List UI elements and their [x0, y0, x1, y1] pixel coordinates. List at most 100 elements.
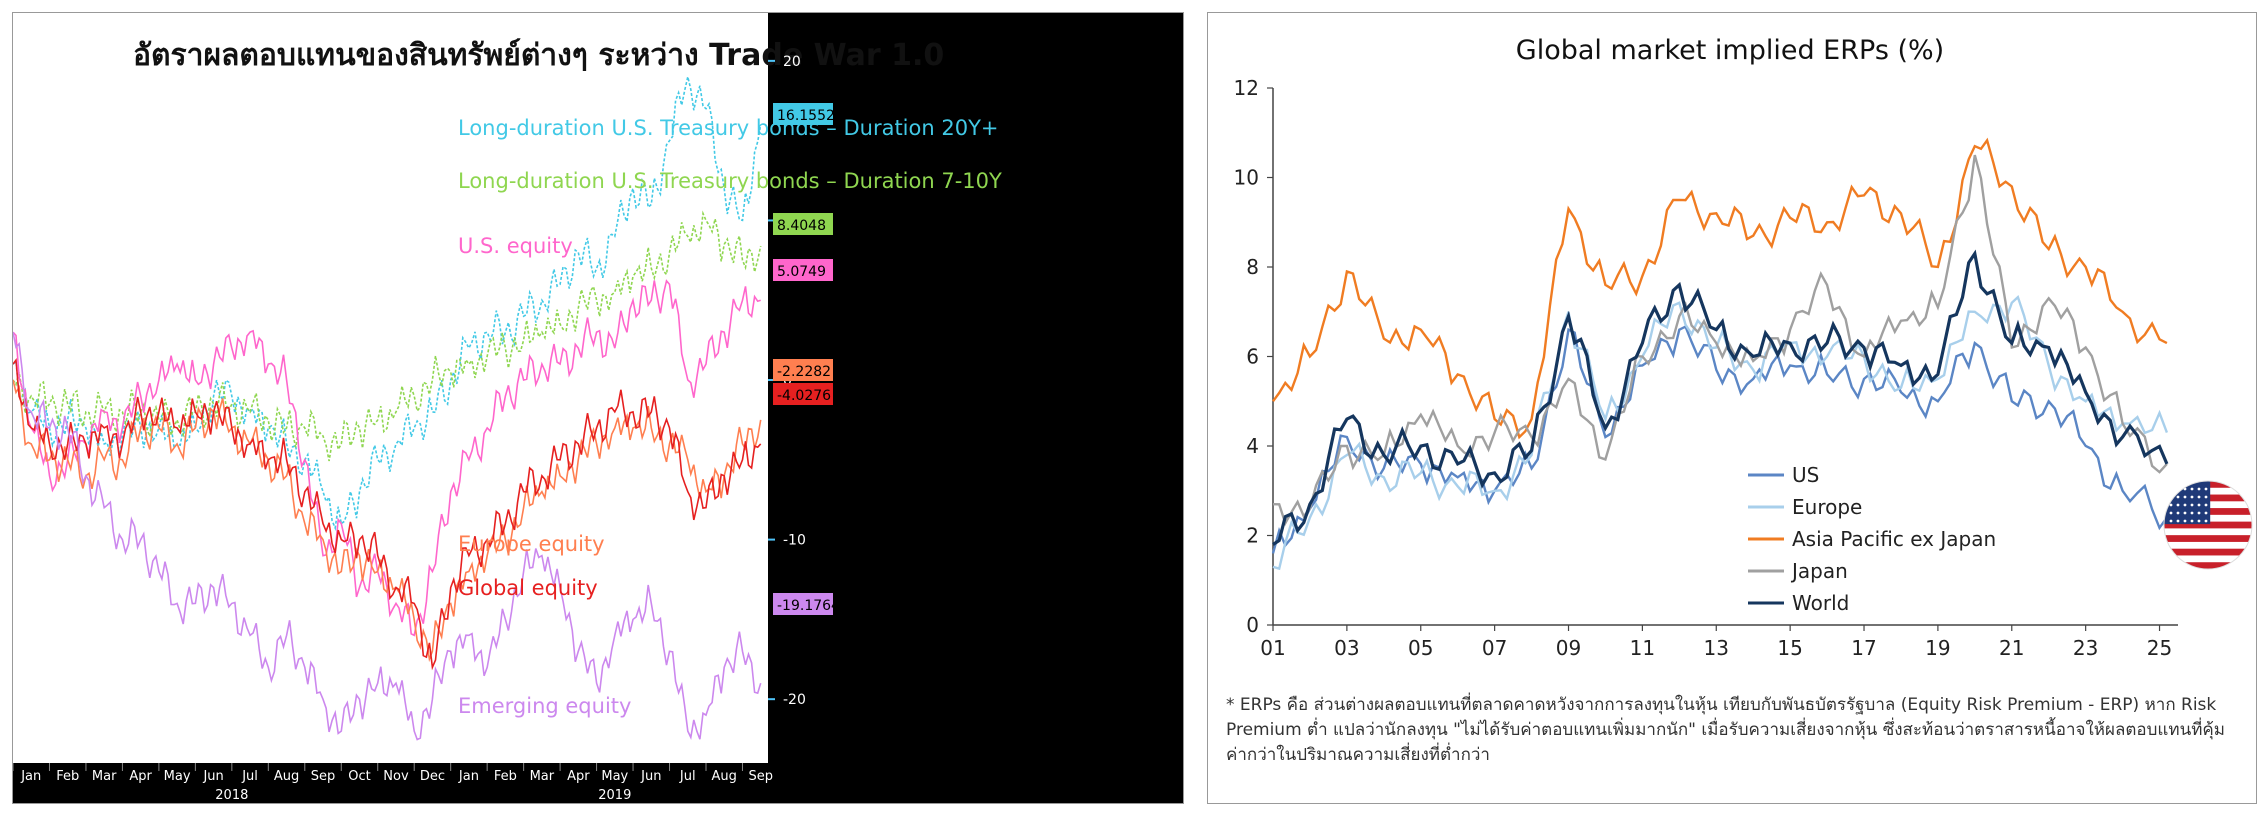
last-value-text-4: -4.0276	[777, 388, 831, 404]
series-label-5: Emerging equity	[458, 694, 631, 718]
series-label-1: Long-duration U.S. Treasury bonds – Dura…	[458, 169, 1002, 193]
x-tick-label-4: May	[164, 769, 191, 784]
series-label-4: Global equity	[458, 576, 598, 600]
x-tick-label-6: Jul	[241, 769, 258, 784]
flag-stripe-9	[2164, 541, 2252, 550]
flag-stripe-8	[2164, 535, 2252, 543]
flag-star	[2204, 503, 2208, 507]
last-value-badge-3: -2.2282	[773, 359, 833, 381]
x-tick-label-3: 07	[1482, 636, 1507, 660]
x-tick-label-8: Sep	[311, 769, 336, 784]
series-label-3: Europe equity	[458, 532, 605, 556]
y-tick-label-4: -20	[783, 692, 806, 708]
x-tick-label-5: Jun	[202, 769, 223, 784]
last-value-box-4	[773, 383, 833, 405]
flag-star	[2190, 519, 2194, 523]
flag-star	[2183, 519, 2187, 523]
y-tick-label-6: 12	[1234, 76, 1259, 100]
erp-chart: Global market implied ERPs (%) 0 2 4 6 8 10 12 0…	[1234, 35, 2253, 660]
flag-star	[2197, 519, 2201, 523]
chart-title: อัตราผลตอบแทนของสินทรัพย์ต่างๆ ระหว่าง T…	[133, 38, 944, 73]
x-tick-label-11: 23	[2073, 636, 2098, 660]
last-value-badge-1: 8.4048	[773, 213, 833, 235]
series-line-2	[13, 279, 761, 637]
flag-star	[2197, 511, 2201, 515]
x-tick-label-7: 15	[1777, 636, 1802, 660]
returns-chart: อัตราผลตอบแทนของสินทรัพย์ต่างๆ ระหว่าง T…	[13, 13, 1183, 803]
y-tick-label-1: 2	[1246, 524, 1259, 548]
flag-star	[2169, 519, 2173, 523]
flag-star	[2190, 503, 2194, 507]
last-value-text-2: 5.0749	[777, 264, 826, 280]
right-axis-strip	[768, 13, 1183, 803]
flag-star	[2176, 495, 2180, 499]
x-tick-label-0: Jan	[20, 769, 41, 784]
legend-label-4: World	[1792, 591, 1849, 615]
last-value-text-0: 16.1552	[777, 108, 835, 124]
flag-star	[2169, 487, 2173, 491]
flag-stripe-11	[2164, 555, 2252, 563]
x-tick-label-11: Dec	[420, 769, 445, 784]
x-tick-label-16: May	[601, 769, 628, 784]
x-tick-label-7: Aug	[274, 769, 299, 784]
flag-star	[2190, 487, 2194, 491]
footnote: * ERPs คือ ส่วนต่างผลตอบแทนที่ตลาดคาดหวั…	[1226, 695, 2225, 765]
flag-star	[2176, 511, 2180, 515]
chart-title: Global market implied ERPs (%)	[1516, 35, 1944, 66]
flag-star	[2204, 511, 2208, 515]
y-tick-label-3: -10	[783, 533, 806, 549]
x-tick-label-19: Aug	[712, 769, 737, 784]
x-tick-label-1: 03	[1334, 636, 1359, 660]
x-tick-label-9: 19	[1925, 636, 1950, 660]
flag-star	[2169, 511, 2173, 515]
legend-label-3: Japan	[1790, 559, 1848, 583]
y-tick-label-2: 0	[783, 373, 792, 389]
flag-body	[2164, 481, 2252, 569]
x-year-label-1: 2019	[598, 788, 631, 803]
series-label-2: U.S. equity	[458, 234, 573, 258]
series-line-3	[1272, 154, 2168, 527]
flag-stripe-10	[2164, 548, 2252, 556]
flag-star	[2197, 503, 2201, 507]
x-tick-label-10: 21	[1999, 636, 2024, 660]
bottom-axis-strip	[13, 763, 1183, 803]
last-value-badge-4: -4.0276	[773, 383, 833, 405]
y-tick-label-4: 8	[1246, 255, 1259, 279]
flag-star	[2204, 519, 2208, 523]
x-tick-label-12: 25	[2147, 636, 2172, 660]
series-line-4	[1272, 249, 2169, 546]
x-tick-label-0: 01	[1260, 636, 1285, 660]
last-value-badge-2: 5.0749	[773, 259, 833, 281]
last-value-badge-5: -19.1764	[773, 593, 840, 615]
x-tick-label-2: 05	[1408, 636, 1433, 660]
last-value-box-5	[773, 593, 833, 615]
x-year-label-0: 2018	[215, 788, 248, 803]
flag-star	[2190, 495, 2194, 499]
flag-star	[2183, 503, 2187, 507]
left-chart-panel: อัตราผลตอบแทนของสินทรัพย์ต่างๆ ระหว่าง T…	[12, 12, 1184, 804]
flag-star	[2183, 511, 2187, 515]
flag-rim	[2163, 480, 2253, 570]
flag-star	[2176, 503, 2180, 507]
flag-stripe-6	[2164, 521, 2252, 529]
flag-star	[2204, 495, 2208, 499]
last-value-box-1	[773, 213, 833, 235]
series-line-4	[13, 357, 762, 671]
flag-star	[2197, 495, 2201, 499]
y-tick-label-0: 0	[1246, 613, 1259, 637]
right-chart-panel: Global market implied ERPs (%) 0 2 4 6 8 10 12 0…	[1207, 12, 2257, 804]
x-tick-label-5: 11	[1630, 636, 1655, 660]
legend-label-0: US	[1792, 463, 1819, 487]
y-tick-label-3: 6	[1246, 345, 1259, 369]
legend-label-2: Asia Pacific ex Japan	[1792, 527, 1996, 551]
flag-star	[2197, 487, 2201, 491]
flag-star	[2204, 487, 2208, 491]
flag-star	[2169, 495, 2173, 499]
last-value-badge-0: 16.1552	[773, 103, 835, 125]
flag-canton	[2164, 481, 2211, 525]
y-tick-label-2: 4	[1246, 434, 1259, 458]
flag-star	[2169, 503, 2173, 507]
x-tick-label-4: 09	[1556, 636, 1581, 660]
last-value-box-0	[773, 103, 833, 125]
y-tick-label-0: 20	[783, 54, 801, 70]
